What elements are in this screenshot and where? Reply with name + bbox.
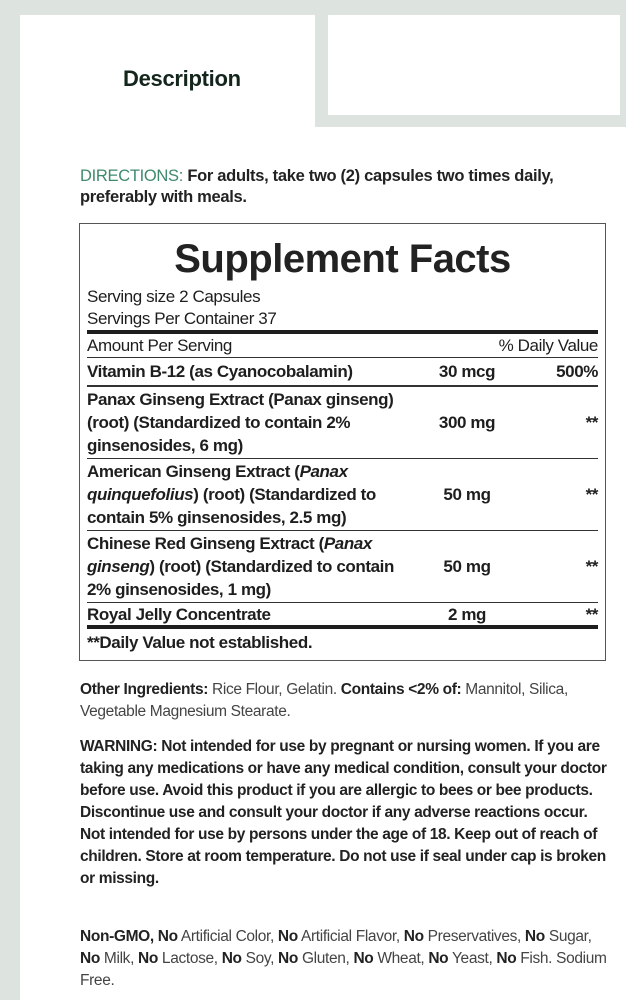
free-from-item: Fish. Sodium Free. [80, 950, 607, 989]
image-panel [315, 15, 626, 127]
free-from-keyword: No [428, 950, 449, 967]
ingredient-dv: ** [585, 413, 599, 432]
free-from-keyword: No [353, 950, 374, 967]
free-from-item: Milk, [99, 950, 138, 967]
latin-name: Panax ginseng [87, 534, 372, 576]
image-placeholder [328, 15, 620, 115]
servings-per-container: Servings Per Container 37 [87, 308, 598, 334]
ingredient-dv: 500% [556, 362, 598, 381]
supplement-facts-panel: Supplement Facts Serving size 2 Capsules… [79, 223, 606, 661]
name-part: ) (root) (Standardized to contain 2% gin… [87, 557, 394, 599]
ingredient-name: Vitamin B-12 (as Cyanocobalamin) [87, 362, 353, 381]
directions-text: For adults, take two (2) capsules two ti… [80, 167, 554, 206]
table-row: Vitamin B-12 (as Cyanocobalamin) 30 mcg … [87, 358, 598, 387]
free-from-item: Artificial Color, [177, 928, 278, 945]
serving-size: Serving size 2 Capsules [87, 287, 261, 306]
dv-header: % Daily Value [498, 336, 599, 355]
free-from-item: Artificial Flavor, [297, 928, 404, 945]
other-ingredients: Other Ingredients: Rice Flour, Gelatin. … [80, 679, 610, 723]
ingredient-amount: 2 mg [447, 604, 487, 624]
ingredient-name: Panax Ginseng Extract (Panax ginseng) (r… [87, 390, 394, 455]
contains-label: Contains <2% of: [340, 681, 462, 698]
name-part: Chinese Red Ginseng Extract ( [87, 534, 324, 553]
ingredient-amount: 300 mg [438, 413, 496, 432]
table-header: Amount Per Serving % Daily Value [87, 334, 598, 358]
free-from-keyword: Non-GMO, No [80, 928, 178, 945]
free-from-item: Preservatives, [423, 928, 525, 945]
free-from-keyword: No [221, 950, 242, 967]
free-from-keyword: No [277, 928, 298, 945]
ingredient-name: Chinese Red Ginseng Extract (Panax ginse… [87, 532, 397, 601]
free-from-item: Sugar, [544, 928, 592, 945]
ingredient-name: Royal Jelly Concentrate [87, 604, 271, 624]
top-frame [0, 0, 626, 15]
ingredient-dv: ** [585, 604, 599, 624]
table-row: American Ginseng Extract (Panax quinquef… [87, 459, 598, 531]
table-row: Chinese Red Ginseng Extract (Panax ginse… [87, 531, 598, 603]
name-part: ) (root) (Standardized to contain 5% gin… [87, 485, 376, 527]
free-from-keyword: No [496, 950, 517, 967]
free-from-item: Soy, [241, 950, 279, 967]
free-from-keyword: No [80, 950, 100, 967]
free-from-keyword: No [278, 950, 299, 967]
free-from-item: Gluten, [298, 950, 354, 967]
footnote: **Daily Value not established. [87, 633, 313, 652]
ingredient-amount: 30 mcg [438, 362, 496, 381]
free-from-item: Lactose, [157, 950, 222, 967]
ingredient-dv: ** [585, 485, 599, 504]
contains-text: Mannitol, Silica, Vegetable Magnesium St… [80, 681, 568, 720]
latin-name: Panax quinquefolius [87, 462, 348, 504]
table-row: Panax Ginseng Extract (Panax ginseng) (r… [87, 387, 598, 459]
name-part: American Ginseng Extract ( [87, 462, 300, 481]
directions-label: DIRECTIONS: [80, 167, 184, 185]
free-from-list: Non-GMO, No Artificial Color, No Artific… [80, 926, 610, 992]
ingredient-amount: 50 mg [443, 557, 491, 576]
directions: DIRECTIONS: For adults, take two (2) cap… [80, 166, 610, 208]
ingredient-dv: ** [585, 557, 599, 576]
free-from-keyword: No [524, 928, 545, 945]
left-frame [0, 0, 20, 1000]
page-title: Description [123, 66, 241, 91]
warning-text: WARNING: Not intended for use by pregnan… [80, 738, 607, 887]
description-tab[interactable]: Description [20, 15, 315, 125]
free-from-item: Wheat, [373, 950, 429, 967]
free-from-keyword: No [403, 928, 424, 945]
free-from-keyword: No [138, 950, 158, 967]
ingredient-name: American Ginseng Extract (Panax quinquef… [87, 460, 397, 529]
facts-title: Supplement Facts [174, 237, 511, 281]
other-ingredients-label: Other Ingredients: [80, 681, 209, 698]
free-from-item: Yeast, [448, 950, 497, 967]
table-row: Royal Jelly Concentrate 2 mg ** [87, 603, 598, 629]
amount-header: Amount Per Serving [87, 336, 232, 355]
other-ingredients-text: Rice Flour, Gelatin. [208, 681, 341, 698]
ingredient-amount: 50 mg [443, 485, 491, 504]
